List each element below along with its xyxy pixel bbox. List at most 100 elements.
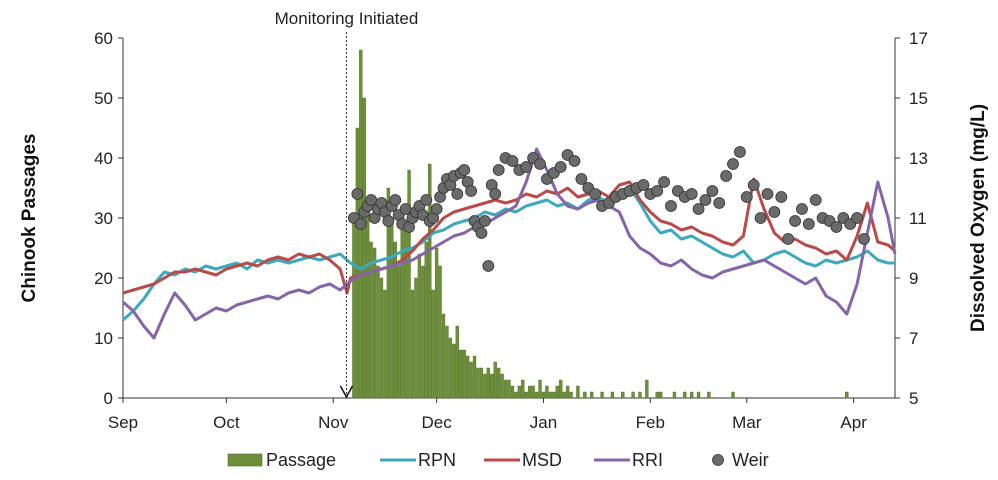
passage-bar	[528, 385, 532, 399]
x-tick-label: Dec	[422, 413, 453, 432]
weir-point	[651, 185, 664, 197]
passage-bar	[583, 391, 587, 399]
weir-point	[789, 215, 801, 227]
weir-point	[399, 203, 412, 215]
passage-bar	[386, 187, 391, 399]
passage-bar	[576, 385, 580, 399]
legend-label: Weir	[732, 450, 769, 470]
legend-item-passage: Passage	[227, 450, 336, 470]
left-tick-label: 20	[94, 269, 113, 288]
passage-bar	[600, 391, 604, 399]
passage-bar	[590, 391, 594, 399]
weir-point	[354, 218, 367, 230]
legend-label: RPN	[418, 450, 456, 470]
passage-bar	[383, 289, 387, 399]
weir-point	[365, 194, 378, 206]
weir-point	[458, 164, 471, 176]
passage-bar	[465, 355, 470, 399]
passage-bars	[352, 49, 849, 399]
passage-bar	[534, 391, 539, 399]
passage-bar	[400, 217, 404, 399]
passage-bar	[469, 361, 473, 399]
weir-point	[451, 188, 464, 200]
weir-point	[727, 158, 739, 170]
passage-bar	[476, 367, 480, 399]
passage-bar	[517, 385, 522, 399]
passage-bar	[421, 265, 425, 399]
passage-bar	[445, 325, 449, 399]
passage-bar	[393, 241, 397, 399]
x-tick-label: Nov	[318, 413, 349, 432]
weir-point	[734, 146, 746, 158]
weir-point	[858, 233, 870, 245]
passage-bar	[496, 367, 501, 399]
left-tick-label: 50	[94, 89, 113, 108]
passage-bar	[524, 391, 528, 399]
passage-bar	[486, 367, 490, 399]
left-axis-ticks: 0 10 20 30 40 50 60	[94, 29, 123, 408]
rpn-line	[122, 186, 895, 322]
weir-point	[465, 185, 477, 197]
legend: Passage RPN MSD RRI Weir	[227, 450, 769, 470]
right-tick-label: 13	[909, 149, 928, 168]
weir-point	[420, 194, 433, 206]
weir-point	[809, 194, 822, 206]
x-axis-ticks: Sep Oct Nov Dec Jan Feb Mar Apr	[108, 398, 867, 432]
passage-bar	[531, 385, 535, 399]
passage-bar	[407, 169, 411, 399]
passage-bar	[355, 127, 360, 399]
right-axis-title: Dissolved Oxygen (mg/L)	[968, 104, 989, 332]
passage-bar	[562, 391, 566, 399]
legend-item-weir: Weir	[712, 450, 769, 470]
legend-item-rpn: RPN	[380, 450, 456, 470]
monitoring-initiated-arrow	[339, 385, 354, 399]
passage-bar	[479, 367, 484, 399]
weir-point	[720, 170, 733, 182]
x-tick-label: Jan	[530, 413, 557, 432]
passage-bar	[390, 217, 394, 399]
passage-bar	[352, 217, 356, 399]
weir-point	[851, 212, 863, 224]
passage-bar	[500, 373, 504, 399]
weir-point	[575, 173, 588, 185]
passage-bar	[658, 391, 663, 399]
passage-bar	[645, 379, 649, 399]
weir-point	[754, 212, 767, 224]
x-tick-label: Feb	[636, 413, 665, 432]
weir-point	[699, 194, 712, 206]
passage-bar	[503, 379, 508, 399]
passage-bar	[414, 277, 418, 399]
legend-swatch	[227, 453, 263, 467]
weir-point	[482, 260, 495, 272]
monitoring-annotation: Monitoring Initiated	[275, 9, 418, 399]
weir-point	[475, 227, 488, 239]
passage-bar	[731, 391, 735, 399]
right-axis-ticks: 5 7 9 11 13 15 17	[895, 29, 928, 408]
weir-point	[492, 164, 505, 176]
passage-bar	[541, 391, 546, 399]
weir-point	[430, 203, 443, 215]
passage-bar	[507, 379, 511, 399]
passage-bar	[569, 391, 573, 399]
passage-bar	[459, 349, 463, 399]
x-tick-label: Sep	[108, 413, 138, 432]
do-lines	[122, 147, 897, 340]
passage-bar	[362, 97, 366, 399]
rri-line	[122, 147, 897, 340]
passage-bar	[431, 289, 435, 399]
weir-point	[782, 233, 795, 245]
passage-bar	[379, 277, 384, 399]
passage-bar	[452, 343, 456, 399]
passage-bar	[559, 379, 563, 399]
msd-line	[122, 177, 896, 295]
weir-points	[348, 146, 870, 272]
left-tick-label: 0	[104, 389, 113, 408]
passage-bar	[438, 265, 442, 399]
weir-point	[665, 200, 677, 212]
passage-bar	[552, 391, 556, 399]
left-tick-label: 10	[94, 329, 113, 348]
passage-bar	[514, 391, 518, 399]
passage-bar	[683, 391, 687, 399]
passage-bar	[610, 391, 615, 399]
legend-swatch	[712, 454, 724, 466]
